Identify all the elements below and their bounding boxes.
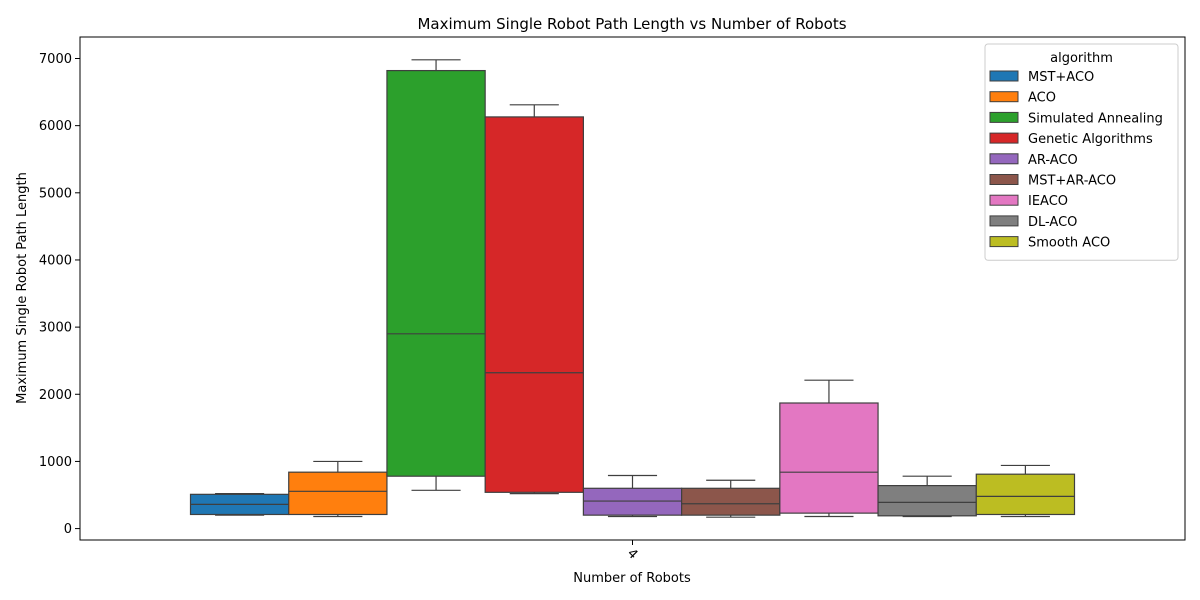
legend-item: DL-ACO bbox=[989, 215, 1077, 230]
legend-item: Simulated Annealing bbox=[989, 111, 1163, 126]
legend-swatch bbox=[989, 174, 1019, 185]
y-tick-label: 2000 bbox=[39, 388, 72, 403]
legend-swatch bbox=[989, 153, 1019, 165]
legend-label: IEACO bbox=[1028, 194, 1068, 209]
chart-title: Maximum Single Robot Path Length vs Numb… bbox=[417, 15, 846, 33]
box-aco bbox=[288, 460, 388, 518]
legend-swatch bbox=[989, 111, 1019, 123]
legend-swatch bbox=[989, 70, 1019, 82]
x-axis-label: Number of Robots bbox=[573, 571, 691, 586]
box-iqr bbox=[484, 116, 584, 493]
y-tick-label: 5000 bbox=[39, 186, 72, 201]
y-tick-label: 1000 bbox=[39, 455, 72, 470]
legend-label: Genetic Algorithms bbox=[1028, 132, 1153, 147]
legend-frame bbox=[984, 43, 1179, 261]
x-tick-label: 4 bbox=[624, 546, 640, 562]
legend-swatch bbox=[989, 132, 1019, 144]
box-ar-aco bbox=[582, 474, 683, 518]
legend-title: algorithm bbox=[1050, 51, 1113, 66]
y-tick-label: 0 bbox=[64, 522, 72, 537]
plot-area bbox=[79, 36, 1186, 541]
legend-item: AR-ACO bbox=[989, 153, 1078, 168]
y-tick-label: 3000 bbox=[39, 321, 72, 336]
legend-swatch bbox=[989, 91, 1019, 103]
legend-item: MST+AR-ACO bbox=[989, 174, 1116, 189]
box-iqr bbox=[779, 402, 879, 514]
box-mst-aco bbox=[189, 493, 290, 516]
legend-swatch bbox=[989, 194, 1019, 206]
legend-item: ACO bbox=[989, 91, 1056, 106]
box-genetic-algorithms bbox=[484, 104, 584, 495]
legend-label: Simulated Annealing bbox=[1028, 111, 1163, 126]
y-tick-label: 7000 bbox=[39, 52, 72, 67]
legend-item: Genetic Algorithms bbox=[989, 132, 1153, 147]
legend-label: AR-ACO bbox=[1028, 153, 1078, 168]
x-axis: 4 bbox=[624, 540, 640, 563]
legend: algorithm MST+ACO ACO Simulated Annealing Ge… bbox=[984, 43, 1179, 261]
y-tick-label: 6000 bbox=[39, 119, 72, 134]
box-smooth-aco bbox=[975, 464, 1076, 518]
box-dl-aco bbox=[877, 475, 977, 518]
box-iqr bbox=[877, 485, 977, 517]
legend-label: DL-ACO bbox=[1028, 215, 1077, 230]
box-iqr bbox=[288, 471, 388, 516]
legend-label: MST+ACO bbox=[1028, 70, 1094, 85]
box-iqr bbox=[681, 487, 781, 516]
box-iqr bbox=[975, 473, 1076, 516]
legend-label: MST+AR-ACO bbox=[1028, 174, 1116, 189]
box-mst-ar-aco bbox=[681, 479, 781, 518]
box-iqr bbox=[386, 69, 486, 477]
y-tick-label: 4000 bbox=[39, 253, 72, 268]
legend-label: Smooth ACO bbox=[1028, 236, 1110, 251]
box-simulated-annealing bbox=[386, 59, 486, 491]
legend-item: Smooth ACO bbox=[989, 236, 1110, 251]
legend-swatch bbox=[989, 215, 1019, 227]
y-axis-label: Maximum Single Robot Path Length bbox=[15, 172, 30, 404]
legend-item: MST+ACO bbox=[989, 70, 1094, 85]
box-iqr bbox=[582, 487, 683, 516]
legend-swatch bbox=[989, 236, 1019, 248]
box-ieaco bbox=[779, 379, 879, 518]
y-axis: 0 1000 2000 3000 4000 5000 6000 7000 bbox=[39, 52, 80, 537]
legend-item: IEACO bbox=[989, 194, 1068, 209]
legend-label: ACO bbox=[1028, 91, 1056, 106]
